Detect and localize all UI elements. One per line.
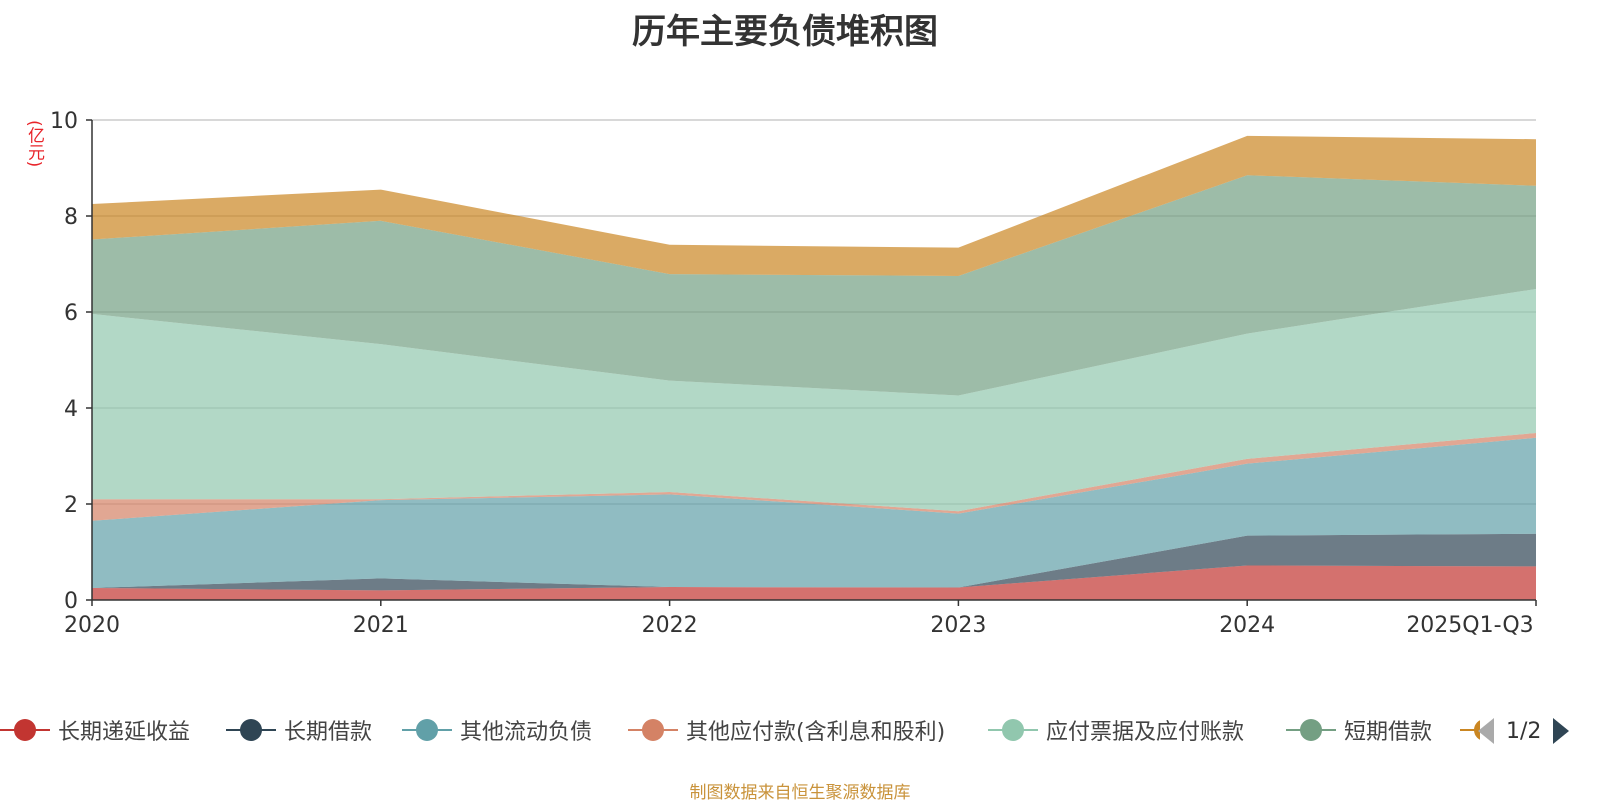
chart-title: 历年主要负债堆积图 xyxy=(632,12,938,52)
axes: 0 2 4 6 8 10 2020 2021 2022 2023 2024 2025Q1-Q3 xyxy=(50,109,1537,638)
y-tick-label: 2 xyxy=(64,493,78,518)
area-series-1 xyxy=(92,533,1536,591)
legend-marker-icon xyxy=(226,719,276,741)
y-tick-label: 8 xyxy=(64,205,78,230)
y-tick-label: 10 xyxy=(50,109,78,134)
legend-marker-icon xyxy=(628,719,678,741)
area-series-layer xyxy=(92,135,1536,600)
legend-item-2[interactable]: 其他流动负债 xyxy=(402,710,592,750)
legend-item-5[interactable]: 短期借款 xyxy=(1286,710,1432,750)
legend-label: 其他应付款(含利息和股利) xyxy=(686,720,946,745)
x-tick-label: 2020 xyxy=(64,613,120,638)
legend-label: 长期借款 xyxy=(284,720,373,745)
area-series-4 xyxy=(92,288,1536,512)
area-series-2 xyxy=(92,437,1536,588)
legend-label: 其他流动负债 xyxy=(460,720,593,745)
area-series-3 xyxy=(92,432,1536,521)
legend-prev-page-icon[interactable] xyxy=(1476,716,1496,746)
area-series-6 xyxy=(92,135,1536,276)
legend-item-1[interactable]: 长期借款 xyxy=(226,710,372,750)
x-tick-label: 2024 xyxy=(1219,613,1275,638)
legend-item-0[interactable]: 长期递延收益 xyxy=(0,710,190,750)
legend-label: 长期递延收益 xyxy=(58,720,191,745)
x-tick-label: 2022 xyxy=(642,613,698,638)
x-tick-label: 2023 xyxy=(930,613,986,638)
y-tick-label: 4 xyxy=(64,397,78,422)
legend-label: 短期借款 xyxy=(1344,720,1433,745)
legend: 长期递延收益 长期借款 其他流动负债 其他应付款(含利息和股利) 应付票据及应付账款 短期… xyxy=(0,710,1600,750)
y-tick-label: 0 xyxy=(64,589,78,614)
data-source-note: 制图数据来自恒生聚源数据库 xyxy=(689,783,911,803)
legend-marker-icon xyxy=(0,719,50,741)
legend-item-6[interactable] xyxy=(1460,710,1480,750)
legend-marker-icon xyxy=(988,719,1038,741)
legend-item-3[interactable]: 其他应付款(含利息和股利) xyxy=(628,710,945,750)
y-axis-unit-label: (亿元) xyxy=(24,120,44,168)
stacked-area-chart: 0 2 4 6 8 10 2020 2021 2022 2023 2024 2025Q1-Q3 xyxy=(50,109,1537,638)
x-tick-label: 2025Q1-Q3 xyxy=(1406,613,1533,638)
legend-marker-icon xyxy=(1286,719,1336,741)
legend-marker-icon xyxy=(1460,720,1480,740)
y-tick-label: 6 xyxy=(64,301,78,326)
legend-pager: 1/2 xyxy=(1476,714,1571,748)
x-tick-label: 2021 xyxy=(353,613,409,638)
legend-page-indicator: 1/2 xyxy=(1506,718,1542,744)
area-series-5 xyxy=(92,175,1536,396)
legend-item-4[interactable]: 应付票据及应付账款 xyxy=(988,710,1244,750)
legend-next-page-icon[interactable] xyxy=(1551,716,1571,746)
legend-marker-icon xyxy=(402,719,452,741)
area-series-0 xyxy=(92,565,1536,600)
legend-label: 应付票据及应付账款 xyxy=(1046,720,1245,745)
